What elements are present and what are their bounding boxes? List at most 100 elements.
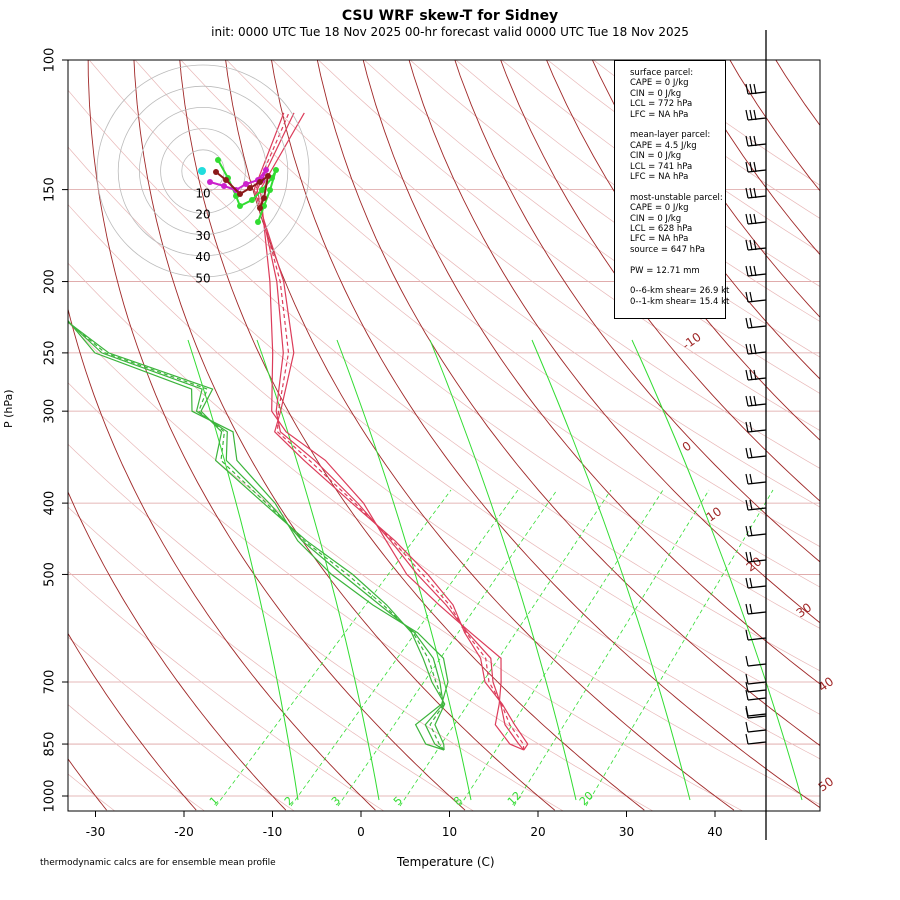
wind-barb	[747, 325, 767, 329]
isotherm-line	[316, 60, 820, 747]
wind-barb-flag	[749, 499, 753, 511]
wind-barb-flag	[745, 673, 749, 685]
wind-barb	[747, 247, 767, 251]
wind-barb	[747, 455, 767, 459]
y-tick-label: 100	[43, 48, 58, 73]
dry-adiabat-line	[318, 60, 820, 432]
dry-adiabat-line	[68, 570, 385, 811]
isotherm-line	[271, 60, 820, 809]
isotherm-line	[179, 60, 645, 811]
wind-barb	[747, 611, 767, 615]
wind-barb-flag	[749, 525, 753, 537]
mixing-ratio-line	[290, 489, 519, 807]
hodograph-trace	[215, 171, 270, 209]
wind-barb-flag	[745, 525, 749, 537]
wind-barb-flag	[749, 265, 753, 277]
hodograph-ring-label: 20	[195, 208, 210, 222]
plot-frame	[67, 59, 821, 812]
wind-barb	[747, 299, 767, 303]
dewpoint-profile-line	[68, 320, 445, 751]
wind-barb-flag	[745, 213, 749, 225]
wind-barb-flag	[745, 705, 749, 717]
chart-title: CSU WRF skew-T for Sidney	[341, 8, 559, 24]
wind-barb-flag	[745, 187, 749, 199]
wind-barb	[747, 741, 767, 745]
wind-barb-flag	[745, 265, 749, 277]
y-tick-label: 400	[43, 491, 58, 516]
isotherm-line	[775, 60, 820, 127]
wind-barb	[747, 637, 767, 641]
dry-adiabat-line	[68, 506, 475, 811]
isotherm-line	[591, 60, 820, 380]
hodograph-ring	[160, 128, 246, 214]
wind-barb	[747, 169, 767, 173]
y-tick-label: 700	[43, 670, 58, 695]
hodograph-point	[257, 205, 263, 211]
wind-barb-flag	[745, 733, 749, 745]
isotherm-line	[454, 60, 820, 563]
mixing-ratio-line	[215, 489, 452, 807]
parcel-stats-legend: surface parcel: CAPE = 0 J/kg CIN = 0 J/kg…	[614, 60, 729, 319]
legend-line: LFC = NA hPa	[630, 109, 689, 120]
hodograph-ring-label: 10	[195, 186, 210, 200]
x-tick-label: 30	[619, 825, 634, 839]
y-tick-label: 200	[43, 269, 58, 294]
wind-barb-flag	[745, 721, 749, 733]
wind-barb-flag	[745, 655, 749, 667]
wind-barb-flag	[745, 161, 749, 173]
legend-line: CAPE = 0 J/kg	[630, 203, 689, 214]
hodograph-point	[243, 181, 249, 187]
wind-barb-flag	[749, 603, 753, 615]
wind-barb	[747, 507, 767, 511]
dry-adiabat-line	[180, 60, 820, 548]
hodograph-point	[207, 179, 213, 185]
wind-barb-flag	[753, 239, 757, 251]
hodograph-point	[257, 179, 263, 185]
wind-barb-flag	[749, 187, 753, 199]
wind-barb-flag	[749, 369, 753, 381]
x-tick-label: 10	[442, 825, 457, 839]
wind-barb-flag	[749, 317, 753, 329]
moist-adiabat-line	[631, 339, 803, 801]
moist-adiabat-line	[187, 339, 299, 801]
x-tick-label: 40	[707, 825, 722, 839]
isotherm-line	[225, 60, 735, 811]
hodograph-ring-label: 40	[195, 250, 210, 264]
wind-barb	[747, 715, 767, 719]
footnote: thermodynamic calcs are for ensemble mea…	[40, 858, 276, 868]
wind-barb	[747, 697, 767, 701]
legend-line: most-unstable parcel:	[630, 192, 723, 203]
dry-adiabat-line	[68, 204, 820, 760]
wind-barb	[747, 585, 767, 589]
dry-adiabat-line	[68, 321, 744, 811]
wind-barb-flag	[749, 135, 753, 147]
wind-barb-flag	[749, 213, 753, 225]
wind-barb-flag	[745, 83, 749, 95]
wind-barb-flag	[749, 291, 753, 303]
wind-barb	[747, 689, 767, 693]
x-axis-label: Temperature (C)	[397, 855, 495, 869]
wind-barb-flag	[749, 421, 753, 433]
wind-barb	[747, 221, 767, 225]
wind-barb-flag	[749, 577, 753, 589]
dry-adiabat-line	[68, 382, 654, 811]
hodograph-point	[247, 185, 253, 191]
wind-barb	[747, 351, 767, 355]
dewpoint-profile-line	[68, 321, 446, 751]
hodograph-point	[261, 195, 267, 201]
mixing-ratio-line	[513, 489, 710, 807]
legend-line: surface parcel:	[630, 68, 694, 78]
isotherm-line	[68, 490, 287, 811]
wind-barb-flag	[749, 109, 753, 121]
legend-line: CAPE = 0 J/kg	[630, 78, 689, 89]
isotherm-label: 50	[816, 774, 837, 794]
dry-adiabat-line	[68, 146, 820, 715]
wind-barb-flag	[745, 343, 749, 355]
hodograph-point	[215, 157, 221, 163]
wind-barb	[747, 403, 767, 407]
temperature-profile-line	[255, 112, 525, 751]
y-tick-label: 150	[43, 177, 58, 202]
dewpoint-profile-line	[68, 319, 449, 751]
wind-barb	[747, 559, 767, 563]
hodograph-ring	[96, 64, 310, 278]
